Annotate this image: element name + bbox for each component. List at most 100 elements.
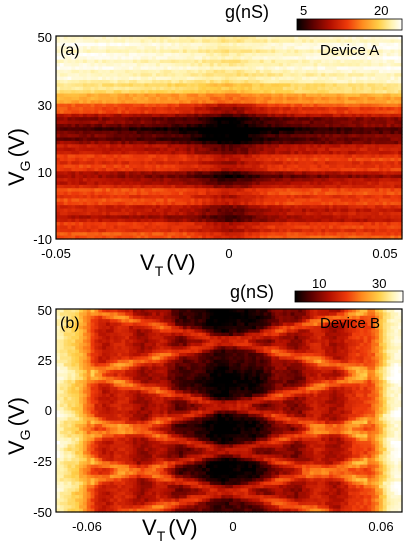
heatmap-cell <box>271 130 276 135</box>
heatmap-cell <box>298 69 303 74</box>
heatmap-cell <box>382 90 388 95</box>
heatmap-cell <box>340 181 345 186</box>
heatmap-cell <box>159 140 165 145</box>
heatmap-cell <box>121 205 126 210</box>
heatmap-cell <box>155 59 161 64</box>
heatmap-cell <box>302 191 307 196</box>
heatmap-cell <box>398 56 403 61</box>
heatmap-cell <box>190 198 195 203</box>
heatmap-cell <box>378 76 384 81</box>
heatmap-cell <box>344 184 349 189</box>
heatmap-cell <box>136 208 142 213</box>
heatmap-cell <box>286 113 292 118</box>
heatmap-cell <box>394 36 399 40</box>
heatmap-cell <box>148 123 153 128</box>
heatmap-cell <box>152 215 157 220</box>
heatmap-cell <box>213 184 219 189</box>
heatmap-cell <box>198 52 203 57</box>
heatmap-cell <box>194 59 199 64</box>
heatmap-cell <box>386 39 392 44</box>
heatmap-cell <box>332 144 338 149</box>
heatmap-cell <box>267 59 272 64</box>
heatmap-cell <box>375 127 380 132</box>
heatmap-cell <box>113 117 119 122</box>
heatmap-cell <box>267 151 272 156</box>
heatmap-cell <box>244 63 249 68</box>
heatmap-cell <box>159 49 165 54</box>
heatmap-cell <box>352 157 357 162</box>
heatmap-cell <box>71 42 76 47</box>
heatmap-cell <box>67 93 72 98</box>
heatmap-cell <box>355 161 361 166</box>
heatmap-cell <box>79 191 84 196</box>
heatmap-cell <box>309 154 315 159</box>
heatmap-cell <box>86 52 92 57</box>
heatmap-cell <box>140 110 146 115</box>
heatmap-cell <box>309 174 315 179</box>
heatmap-cell <box>275 171 280 176</box>
heatmap-cell <box>390 181 395 186</box>
heatmap-cell <box>82 178 88 183</box>
heatmap-cell <box>159 154 165 159</box>
heatmap-cell <box>190 184 195 189</box>
heatmap-cell <box>332 171 338 176</box>
heatmap-cell <box>79 36 84 40</box>
heatmap-cell <box>86 218 92 223</box>
heatmap-cell <box>59 157 65 162</box>
heatmap-cell <box>367 113 372 118</box>
heatmap-cell <box>348 127 353 132</box>
heatmap-cell <box>232 63 238 68</box>
heatmap-cell <box>125 201 130 206</box>
heatmap-cell <box>113 222 119 227</box>
heatmap-cell <box>352 164 357 169</box>
heatmap-cell <box>140 164 146 169</box>
heatmap-cell <box>352 178 357 183</box>
heatmap-cell <box>278 211 284 216</box>
heatmap-cell <box>302 215 307 220</box>
heatmap-cell <box>202 164 207 169</box>
heatmap-cell <box>359 100 365 105</box>
heatmap-cell <box>59 201 65 206</box>
heatmap-cell <box>225 157 230 162</box>
heatmap-cell <box>102 137 107 142</box>
heatmap-cell <box>109 161 115 166</box>
heatmap-cell <box>336 208 342 213</box>
heatmap-cell <box>205 42 211 47</box>
heatmap-cell <box>86 36 92 40</box>
heatmap-cell <box>117 103 122 108</box>
heatmap-cell <box>336 127 342 132</box>
heatmap-cell <box>202 39 207 44</box>
heatmap-cell <box>117 110 122 115</box>
heatmap-cell <box>244 103 249 108</box>
heatmap-cell <box>290 123 295 128</box>
heatmap-cell <box>221 134 226 139</box>
heatmap-cell <box>136 205 142 210</box>
heatmap-cell <box>302 208 307 213</box>
heatmap-cell <box>252 117 257 122</box>
heatmap-cell <box>286 110 292 115</box>
heatmap-cell <box>321 52 326 57</box>
heatmap-cell <box>390 147 395 152</box>
heatmap-cell <box>232 161 238 166</box>
heatmap-cell <box>94 83 99 88</box>
heatmap-cell <box>325 96 330 101</box>
heatmap-cell <box>355 218 361 223</box>
heatmap-cell <box>305 83 311 88</box>
heatmap-cell <box>286 201 292 206</box>
heatmap-cell <box>332 36 338 40</box>
heatmap-cell <box>198 167 203 172</box>
heatmap-cell <box>144 36 149 40</box>
heatmap-cell <box>144 147 149 152</box>
heatmap-cell <box>225 154 230 159</box>
heatmap-cell <box>67 69 72 74</box>
heatmap-cell <box>240 157 245 162</box>
heatmap-cell <box>75 123 80 128</box>
heatmap-cell <box>232 86 238 91</box>
heatmap-cell <box>182 144 188 149</box>
heatmap-cell <box>198 171 203 176</box>
heatmap-cell <box>344 201 349 206</box>
heatmap-cell <box>225 69 230 74</box>
heatmap-cell <box>109 103 115 108</box>
heatmap-cell <box>378 215 384 220</box>
heatmap-cell <box>155 171 161 176</box>
